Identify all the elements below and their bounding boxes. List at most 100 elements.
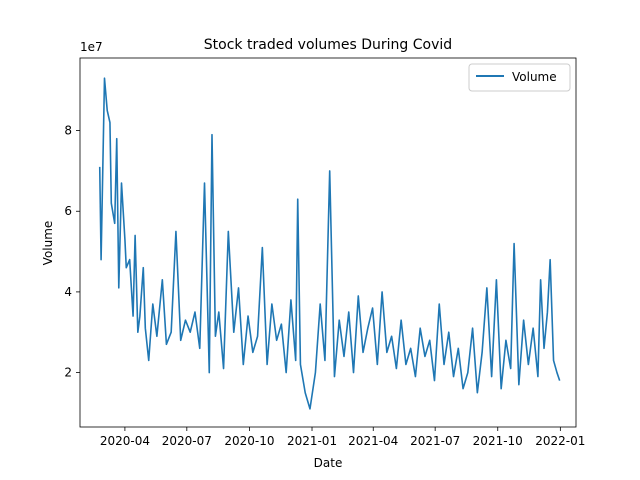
- data-point: [211, 134, 213, 136]
- data-point: [116, 138, 118, 140]
- data-point: [559, 380, 561, 382]
- data-point: [156, 335, 158, 337]
- data-point: [118, 287, 120, 289]
- data-point: [400, 319, 402, 321]
- data-point: [142, 267, 144, 269]
- data-point: [532, 327, 534, 329]
- data-point: [125, 267, 127, 269]
- data-point: [477, 392, 479, 394]
- data-point: [319, 303, 321, 305]
- data-point: [315, 372, 317, 374]
- x-tick-label: 2020-10: [224, 434, 274, 448]
- y-tick-label: 6: [64, 204, 72, 218]
- x-tick-label: 2022-01: [535, 434, 585, 448]
- data-point: [175, 231, 177, 233]
- data-point: [481, 352, 483, 354]
- data-point: [166, 344, 168, 346]
- data-point: [410, 348, 412, 350]
- plot-area: 2020-04 2020-07 2020-10 2021-01 2021-04 2021-…: [64, 57, 585, 448]
- data-point: [448, 331, 450, 333]
- data-point: [556, 372, 558, 374]
- data-point: [152, 303, 154, 305]
- data-point: [429, 340, 431, 342]
- data-point: [357, 295, 359, 297]
- x-tick-label: 2020-04: [100, 434, 150, 448]
- data-point: [223, 368, 225, 370]
- data-point: [111, 202, 113, 204]
- data-point: [290, 299, 292, 301]
- data-point: [257, 335, 259, 337]
- data-point: [238, 287, 240, 289]
- data-point: [381, 291, 383, 293]
- data-point: [309, 408, 311, 410]
- data-point: [145, 327, 147, 329]
- x-tick-label: 2021-07: [410, 434, 460, 448]
- data-point: [434, 380, 436, 382]
- data-point: [353, 372, 355, 374]
- y-axis-title: Volume: [41, 221, 55, 266]
- data-point: [271, 303, 273, 305]
- data-point: [543, 348, 545, 350]
- data-point: [204, 182, 206, 184]
- legend-label-volume: Volume: [512, 70, 557, 84]
- data-point: [443, 364, 445, 366]
- x-tick-label: 2020-07: [162, 434, 212, 448]
- data-point: [500, 388, 502, 390]
- data-point: [510, 368, 512, 370]
- data-point: [547, 311, 549, 313]
- data-point: [386, 352, 388, 354]
- legend: Volume: [468, 63, 571, 92]
- data-point: [486, 287, 488, 289]
- data-point: [208, 372, 210, 374]
- data-point: [348, 311, 350, 313]
- data-point: [438, 303, 440, 305]
- data-point: [233, 331, 235, 333]
- data-point: [491, 376, 493, 378]
- data-point: [415, 376, 417, 378]
- x-axis-title: Date: [314, 456, 343, 470]
- data-point: [189, 331, 191, 333]
- data-point: [162, 279, 164, 281]
- data-point: [367, 327, 369, 329]
- data-point: [180, 340, 182, 342]
- legend-box: [468, 63, 571, 92]
- data-point: [300, 364, 302, 366]
- data-point: [99, 166, 101, 168]
- y-tick-label: 8: [64, 124, 72, 138]
- data-point: [362, 352, 364, 354]
- data-point: [104, 77, 106, 79]
- data-point: [523, 319, 525, 321]
- data-point: [338, 319, 340, 321]
- data-point: [129, 259, 131, 261]
- data-point: [106, 110, 108, 112]
- x-tick-label: 2021-01: [287, 434, 337, 448]
- y-offset-label: 1e7: [80, 40, 103, 54]
- data-point: [100, 259, 102, 261]
- data-point: [518, 384, 520, 386]
- data-point: [419, 327, 421, 329]
- x-tick-label: 2021-10: [473, 434, 523, 448]
- data-point: [124, 239, 126, 241]
- data-point: [457, 348, 459, 350]
- data-point: [549, 259, 551, 261]
- data-point: [148, 360, 150, 362]
- data-point: [185, 319, 187, 321]
- data-point: [218, 311, 220, 313]
- y-tick-label: 4: [64, 285, 72, 299]
- series-line-volume: [98, 77, 561, 410]
- data-point: [553, 360, 555, 362]
- data-point: [396, 368, 398, 370]
- axes-frame: [79, 57, 577, 428]
- data-point: [324, 360, 326, 362]
- data-point: [281, 323, 283, 325]
- data-point: [343, 356, 345, 358]
- data-point: [137, 331, 139, 333]
- data-point: [334, 376, 336, 378]
- data-point: [109, 122, 111, 124]
- y-tick-label: 2: [64, 366, 72, 380]
- data-point: [424, 356, 426, 358]
- data-point: [215, 335, 217, 337]
- data-point: [134, 235, 136, 237]
- data-point: [528, 364, 530, 366]
- data-point: [472, 327, 474, 329]
